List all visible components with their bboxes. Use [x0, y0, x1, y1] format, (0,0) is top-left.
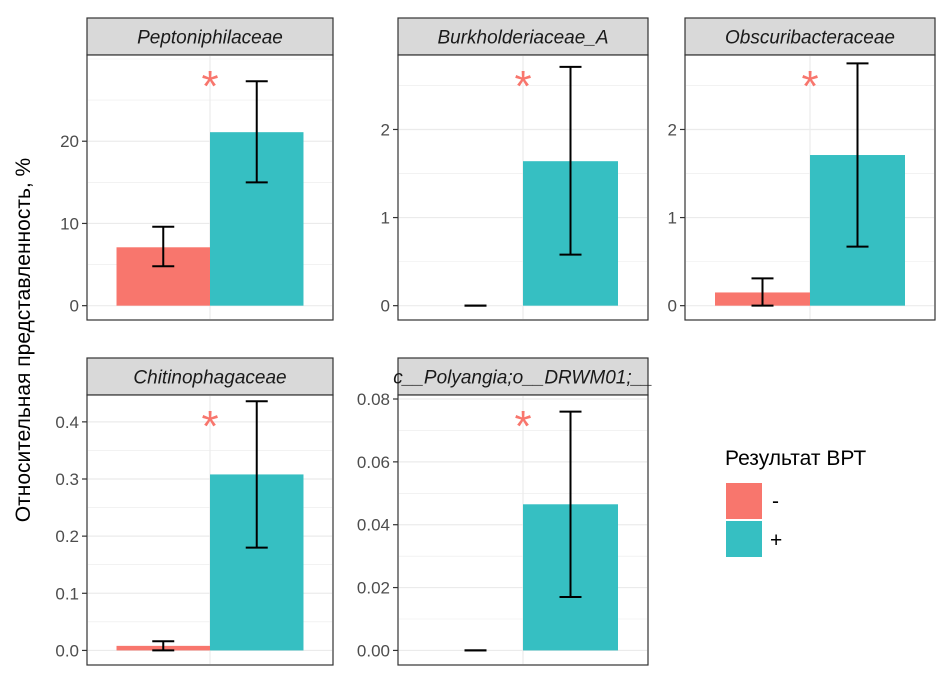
y-tick-label: 20	[60, 132, 79, 151]
y-tick-label: 1	[668, 209, 677, 228]
legend-label-positive: +	[770, 529, 782, 552]
y-tick-label: 2	[668, 120, 677, 139]
y-tick-label: 0.04	[357, 516, 390, 535]
y-tick-label: 0.3	[55, 470, 79, 489]
legend-key-positive	[726, 521, 762, 557]
y-tick-label: 0.06	[357, 453, 390, 472]
facet-title: c__Polyangia;o__DRWM01;__	[393, 368, 652, 389]
facet-strip	[684, 17, 936, 56]
y-tick-label: 0.1	[55, 584, 79, 603]
y-tick-label: 0.0	[55, 641, 79, 660]
facet-panel: Obscuribacteraceae 0 1 2 *	[668, 17, 936, 321]
facet-title: Peptoniphilaceae	[137, 28, 283, 49]
y-tick-label: 0	[70, 297, 79, 316]
facet-panel: Burkholderiaceae_A 0 1 2 *	[381, 17, 649, 321]
facet-strip	[397, 357, 649, 396]
facet-panels: Peptoniphilaceae01020*Burkholderiaceae_A…	[55, 17, 936, 666]
y-tick-label: 0.00	[357, 641, 390, 660]
significance-marker: *	[201, 402, 218, 451]
y-tick-label: 0.08	[357, 390, 390, 409]
y-tick-label: 0	[381, 297, 390, 316]
legend-title: Результат ВРТ	[725, 447, 866, 470]
significance-marker: *	[201, 62, 218, 111]
legend-label-negative: -	[772, 490, 779, 513]
significance-marker: *	[801, 62, 818, 111]
significance-marker: *	[514, 62, 531, 111]
facet-strip	[397, 17, 649, 56]
facet-title: Chitinophagaceae	[133, 368, 286, 389]
facet-title: Burkholderiaceae_A	[437, 28, 608, 49]
y-tick-label: 0.02	[357, 579, 390, 598]
facet-panel: Peptoniphilaceae 0 10 20 *	[60, 17, 334, 321]
y-tick-label: 10	[60, 214, 79, 233]
legend: Результат ВРТ - +	[725, 447, 866, 557]
facet-strip	[86, 17, 334, 56]
y-tick-label: 0.4	[55, 413, 79, 432]
facet-panel: c__Polyangia;o__DRWM01;__ 0.00 0.02 0.04 0.0…	[357, 357, 653, 666]
y-tick-label: 0.2	[55, 527, 79, 546]
y-tick-label: 1	[381, 209, 390, 228]
legend-key-negative	[726, 483, 762, 519]
facet-title: Obscuribacteraceae	[725, 28, 895, 49]
y-tick-label: 2	[381, 120, 390, 139]
y-tick-label: 0	[668, 297, 677, 316]
facet-panel: Chitinophagaceae 0.0 0.1 0.2 0.3 0.4 *	[55, 357, 334, 666]
significance-marker: *	[514, 402, 531, 451]
y-axis-label: Относительная представленность, %	[12, 158, 35, 522]
